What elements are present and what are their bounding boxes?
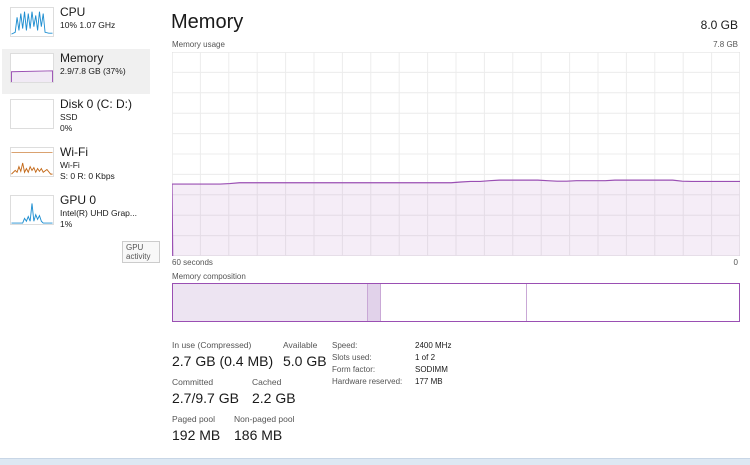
sidebar-item-wifi[interactable]: Wi-Fi Wi-Fi S: 0 R: 0 Kbps bbox=[2, 143, 150, 188]
sidebar: CPU 10% 1.07 GHz Memory 2.9/7.8 GB (37%)… bbox=[0, 0, 160, 458]
cached-label: Cached bbox=[252, 377, 282, 387]
composition-segment-standby[interactable] bbox=[381, 284, 527, 321]
detail-value: 2400 MHz bbox=[415, 341, 452, 350]
total-memory: 8.0 GB bbox=[700, 18, 738, 32]
sidebar-item-name: Disk 0 (C: D:) bbox=[60, 97, 132, 111]
available-value: 5.0 GB bbox=[283, 353, 327, 369]
wifi-thumbnail-graph bbox=[10, 147, 54, 177]
detail-key: Hardware reserved: bbox=[332, 377, 403, 386]
sidebar-item-detail: 2.9/7.8 GB (37%) bbox=[60, 66, 126, 76]
committed-label: Committed bbox=[172, 377, 214, 387]
sidebar-item-name: CPU bbox=[60, 5, 86, 19]
sidebar-item-name: GPU 0 bbox=[60, 193, 97, 207]
in-use-value: 2.7 GB (0.4 MB) bbox=[172, 353, 274, 369]
composition-segment-in-use[interactable] bbox=[173, 284, 369, 321]
in-use-label: In use (Compressed) bbox=[172, 340, 252, 350]
detail-value: SODIMM bbox=[415, 365, 448, 374]
sidebar-item-memory[interactable]: Memory 2.9/7.8 GB (37%) bbox=[2, 49, 150, 94]
detail-key: Speed: bbox=[332, 341, 358, 350]
sidebar-item-detail: Intel(R) UHD Grap... bbox=[60, 208, 137, 218]
sidebar-item-disk[interactable]: Disk 0 (C: D:) SSD 0% bbox=[2, 95, 150, 140]
memory-usage-max: 7.8 GB bbox=[713, 40, 738, 49]
memory-composition-label: Memory composition bbox=[172, 272, 246, 281]
paged-pool-label: Paged pool bbox=[172, 414, 216, 424]
sidebar-item-detail: SSD bbox=[60, 112, 78, 122]
sidebar-item-detail: Wi-Fi bbox=[60, 160, 80, 170]
sidebar-item-detail: 0% bbox=[60, 123, 73, 133]
sidebar-item-name: Memory bbox=[60, 51, 104, 65]
sidebar-item-detail: 10% 1.07 GHz bbox=[60, 20, 116, 30]
memory-thumbnail-graph bbox=[10, 53, 54, 83]
time-axis-left: 60 seconds bbox=[172, 258, 213, 267]
available-label: Available bbox=[283, 340, 318, 350]
memory-usage-area bbox=[172, 180, 740, 256]
detail-value: 177 MB bbox=[415, 377, 443, 386]
tooltip: GPU activity bbox=[122, 241, 160, 263]
time-axis-right: 0 bbox=[733, 258, 738, 267]
detail-key: Slots used: bbox=[332, 353, 372, 362]
sidebar-item-cpu[interactable]: CPU 10% 1.07 GHz bbox=[2, 3, 150, 48]
composition-segment-free[interactable] bbox=[526, 284, 739, 321]
detail-value: 1 of 2 bbox=[415, 353, 436, 362]
page-title: Memory bbox=[171, 11, 244, 33]
sidebar-item-detail: 1% bbox=[60, 219, 73, 229]
gpu-thumbnail-graph bbox=[10, 195, 54, 225]
sidebar-item-gpu[interactable]: GPU 0 Intel(R) UHD Grap... 1% bbox=[2, 191, 150, 236]
memory-usage-line bbox=[172, 179, 740, 256]
sidebar-item-name: Wi-Fi bbox=[60, 145, 88, 159]
composition-segment-modified[interactable] bbox=[368, 284, 382, 321]
disk-thumbnail-graph bbox=[10, 99, 54, 129]
memory-composition-bar bbox=[172, 283, 740, 322]
memory-usage-chart bbox=[172, 52, 740, 256]
cached-value: 2.2 GB bbox=[252, 390, 296, 406]
memory-usage-label: Memory usage bbox=[172, 40, 225, 49]
sidebar-item-detail: S: 0 R: 0 Kbps bbox=[60, 171, 115, 181]
cpu-thumbnail-graph bbox=[10, 7, 54, 37]
non-paged-pool-value: 186 MB bbox=[234, 427, 283, 443]
taskbar bbox=[0, 458, 750, 465]
detail-key: Form factor: bbox=[332, 365, 376, 374]
committed-value: 2.7/9.7 GB bbox=[172, 390, 239, 406]
non-paged-pool-label: Non-paged pool bbox=[234, 414, 295, 424]
paged-pool-value: 192 MB bbox=[172, 427, 221, 443]
